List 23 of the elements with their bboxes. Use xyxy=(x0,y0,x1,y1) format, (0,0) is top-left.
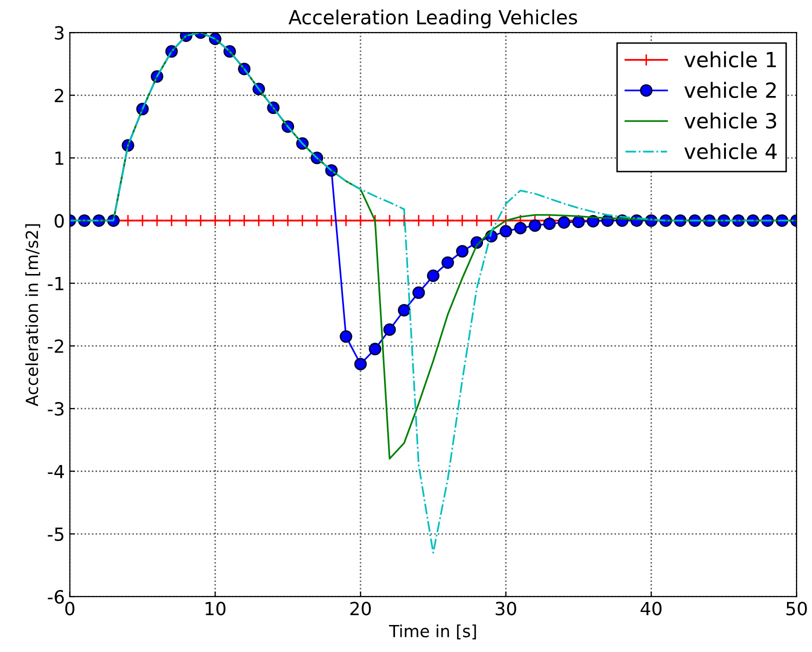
y-tick-label: -4 xyxy=(48,464,64,478)
y-tick-label: 2 xyxy=(54,88,64,102)
x-axis-title: Time in [s] xyxy=(389,624,476,640)
y-tick-label: 0 xyxy=(54,214,64,228)
legend-label: vehicle 2 xyxy=(684,82,776,98)
chart-title: Acceleration Leading Vehicles xyxy=(288,9,578,28)
y-tick-label: -3 xyxy=(48,402,64,416)
y-tick-label: -1 xyxy=(48,276,64,290)
y-tick-label: -6 xyxy=(48,590,64,604)
x-tick-label: 20 xyxy=(350,602,371,616)
y-tick-label: 1 xyxy=(55,152,64,165)
y-axis-title: Acceleration in [m/s2] xyxy=(25,224,40,406)
legend-label: vehicle 1 xyxy=(684,51,776,68)
x-tick-label: 50 xyxy=(786,602,807,616)
x-tick-label: 30 xyxy=(496,602,516,616)
x-tick-label: 0 xyxy=(65,602,74,616)
y-tick-label: -2 xyxy=(48,339,64,353)
y-tick-label: -5 xyxy=(48,528,64,542)
legend-label: vehicle 4 xyxy=(684,143,777,160)
legend-label: vehicle 3 xyxy=(684,112,776,129)
y-tick-label: 3 xyxy=(54,26,64,40)
x-tick-label: 10 xyxy=(206,602,226,616)
x-tick-label: 40 xyxy=(640,602,662,616)
